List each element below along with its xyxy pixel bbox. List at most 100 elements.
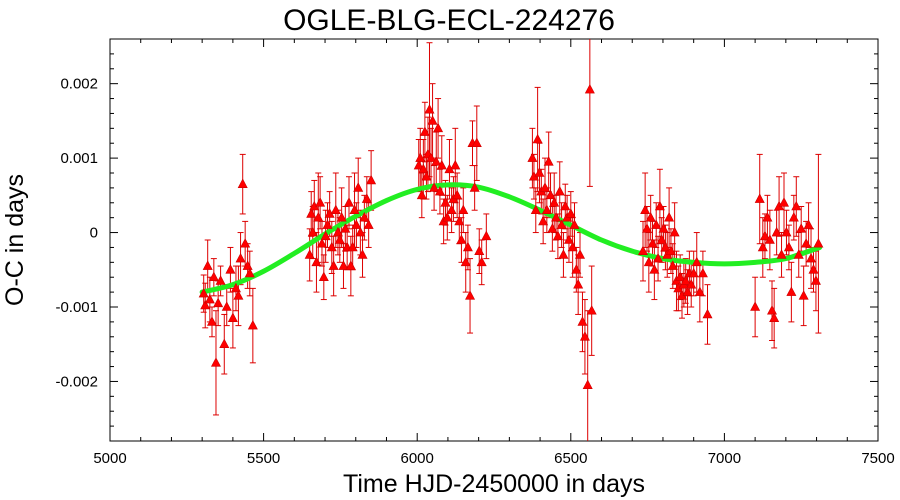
data-point — [306, 208, 317, 218]
x-tick-label: 6500 — [554, 450, 587, 467]
data-point — [357, 249, 368, 259]
y-axis-label: O-C in days — [1, 174, 29, 306]
data-point — [204, 293, 215, 304]
data-point — [344, 197, 354, 207]
data-point — [556, 219, 567, 229]
data-point — [582, 379, 593, 389]
data-point — [757, 241, 768, 252]
data-point — [213, 297, 224, 308]
data-point — [563, 234, 574, 244]
data-point — [355, 226, 366, 237]
data-point — [547, 223, 558, 233]
data-point — [347, 241, 358, 252]
data-point — [552, 230, 563, 241]
fit-curve — [199, 182, 823, 295]
data-point — [221, 301, 232, 311]
data-point — [415, 152, 426, 162]
data-point — [783, 241, 794, 252]
data-point — [433, 122, 444, 133]
data-point — [436, 159, 447, 170]
data-point — [330, 204, 341, 215]
x-tick-label: 5000 — [93, 450, 126, 467]
data-point — [359, 212, 370, 222]
data-point — [788, 212, 799, 222]
data-point — [798, 290, 809, 300]
data-point — [429, 182, 440, 192]
data-point — [318, 271, 329, 282]
data-point — [647, 238, 658, 248]
data-point — [460, 256, 471, 267]
data-point — [680, 275, 691, 285]
data-point — [361, 193, 372, 203]
error-bars — [200, 39, 822, 441]
x-tick-label: 7000 — [708, 450, 741, 467]
data-point — [316, 238, 327, 248]
data-point — [307, 226, 318, 237]
y-tick-label: -0.001 — [55, 299, 98, 316]
data-point — [242, 260, 253, 270]
data-point — [434, 185, 445, 196]
data-point — [750, 301, 761, 311]
data-point — [225, 264, 236, 274]
data-point — [776, 249, 787, 259]
data-point — [426, 152, 437, 162]
x-axis-ticks: 5000 5500 6000 6500 7000 7500 — [93, 39, 895, 467]
data-point — [481, 230, 492, 241]
y-tick-label: 0 — [90, 225, 98, 242]
data-point — [458, 204, 469, 215]
data-point — [320, 230, 331, 241]
y-tick-label: 0.001 — [60, 150, 98, 167]
data-point — [686, 279, 697, 289]
data-point — [424, 104, 435, 114]
data-point — [340, 223, 351, 233]
data-point — [688, 267, 699, 278]
data-point — [538, 215, 549, 226]
data-point — [694, 286, 705, 296]
data-point — [534, 167, 545, 177]
data-point — [813, 238, 824, 248]
y-axis-ticks: 0.002 0.001 0 -0.001 -0.002 — [55, 38, 878, 442]
data-point — [759, 230, 770, 241]
data-point — [803, 219, 814, 229]
data-point — [332, 226, 343, 237]
data-point — [471, 137, 482, 148]
y-tick-label: -0.002 — [55, 373, 98, 390]
data-point — [543, 156, 554, 166]
data-point — [345, 260, 356, 270]
data-point — [560, 200, 571, 211]
data-point — [682, 286, 693, 296]
data-point — [669, 226, 680, 237]
data-point — [660, 241, 671, 252]
data-point — [353, 182, 364, 192]
data-point — [637, 245, 648, 255]
data-point — [469, 182, 480, 192]
data-point — [565, 208, 576, 218]
data-point — [545, 189, 556, 200]
data-point — [328, 260, 339, 270]
data-point — [247, 319, 258, 330]
data-point — [651, 219, 662, 229]
data-point — [664, 212, 675, 222]
data-point — [244, 267, 255, 278]
data-point — [667, 260, 678, 270]
data-point — [577, 316, 588, 326]
data-point — [653, 252, 664, 263]
data-point — [796, 223, 807, 233]
x-tick-label: 5500 — [247, 450, 280, 467]
data-point — [334, 234, 345, 244]
data-point — [640, 204, 651, 215]
data-point — [237, 178, 248, 188]
data-point — [326, 241, 337, 252]
data-point — [440, 197, 451, 207]
data-point — [793, 249, 804, 259]
data-point — [450, 159, 461, 170]
data-point — [206, 316, 217, 326]
data-point — [227, 312, 238, 322]
plot-frame — [109, 38, 879, 442]
data-point — [532, 133, 543, 144]
data-point — [569, 219, 580, 229]
data-point — [200, 299, 211, 310]
data-point — [541, 204, 552, 215]
data-point — [322, 219, 333, 229]
data-point — [801, 238, 812, 248]
